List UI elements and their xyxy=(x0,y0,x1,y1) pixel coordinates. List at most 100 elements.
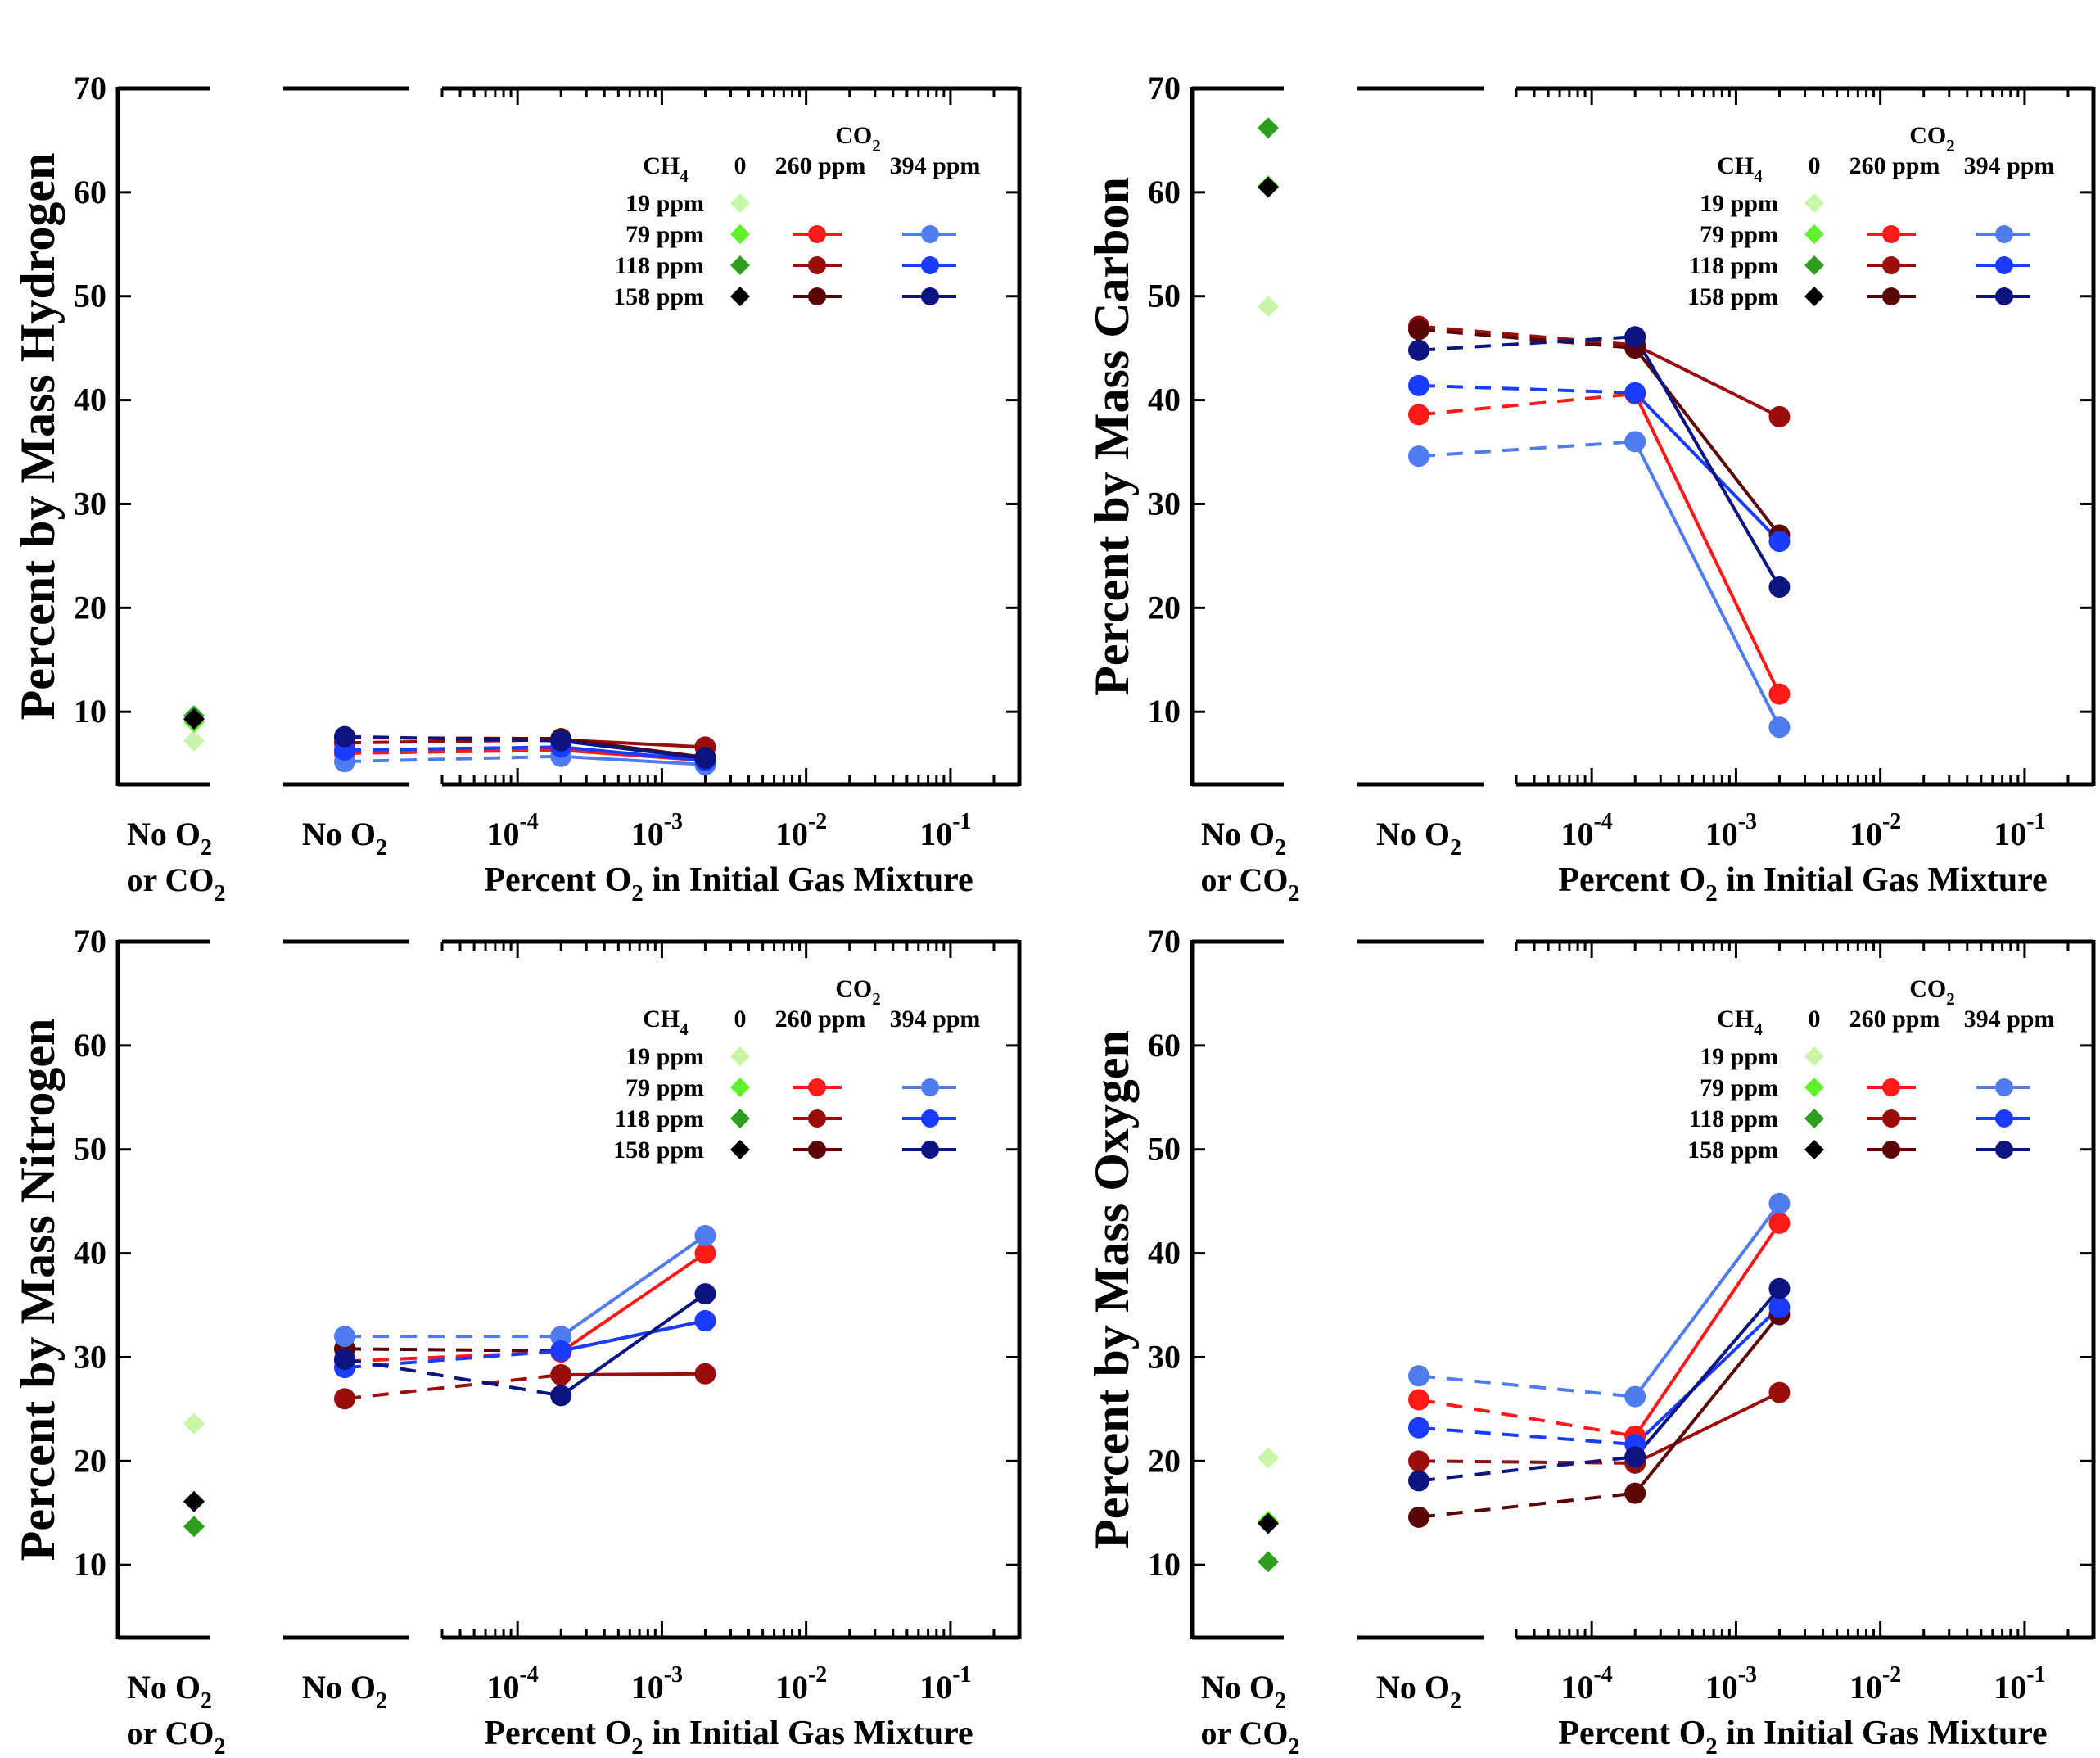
data-marks xyxy=(1258,1192,1791,1573)
category-label-no-o2: No O2 xyxy=(1376,816,1461,861)
data-point xyxy=(1768,405,1791,427)
data-point xyxy=(550,1326,572,1348)
legend-sub: 2 xyxy=(1946,136,1955,156)
series-dashed-line xyxy=(344,745,562,752)
x-tick-exp: -2 xyxy=(1882,809,1901,834)
legend-ch4-header: CH4 xyxy=(643,152,689,186)
legend-diamond-19 xyxy=(730,193,750,213)
series-dashed-line xyxy=(344,734,562,743)
category-sub: 2 xyxy=(201,1688,212,1714)
data-point xyxy=(1768,1296,1791,1318)
category-label-no-o2-or-co2-line1: No O2 xyxy=(127,816,212,861)
series-solid-line xyxy=(560,1319,706,1353)
y-axis-title: Percent by Mass Nitrogen xyxy=(11,1019,65,1561)
x-tick-label: 10-4 xyxy=(486,809,538,852)
series-dashed-line xyxy=(1418,1426,1636,1447)
legend-row-label: 158 ppm xyxy=(1687,1137,1778,1164)
x-tick-exp: -1 xyxy=(952,1662,971,1688)
legend-marker-260-158 xyxy=(1882,1141,1900,1159)
series-dashed-line xyxy=(1418,324,1636,347)
series-solid-line xyxy=(1633,336,1782,588)
legend-col-394: 394 ppm xyxy=(890,152,981,179)
x-tick-exp: -3 xyxy=(664,1662,683,1688)
legend-row-label: 19 ppm xyxy=(1700,1043,1778,1070)
series-dashed-line xyxy=(344,1347,562,1353)
x-axis-title: Percent O2 in Initial Gas Mixture xyxy=(1558,1715,2047,1758)
legend-text: CO xyxy=(835,122,872,149)
category-text: or CO xyxy=(126,1715,214,1751)
legend-marker-394-118 xyxy=(1995,256,2013,274)
legend-col-260: 260 ppm xyxy=(1849,1006,1940,1033)
legend-diamond-19 xyxy=(1804,1046,1824,1066)
category-sub: 2 xyxy=(1450,1688,1461,1714)
y-tick-label: 70 xyxy=(74,923,106,960)
data-point xyxy=(550,730,572,752)
legend-marker-260-118 xyxy=(808,256,826,274)
series-solid-line xyxy=(560,739,706,761)
data-diamond-ch4-158 xyxy=(1258,176,1279,198)
x-tick-exp: -1 xyxy=(2026,809,2045,834)
category-label-no-o2: No O2 xyxy=(302,816,387,861)
data-point xyxy=(1768,683,1791,705)
legend-row-label: 19 ppm xyxy=(625,190,704,217)
y-tick-label: 20 xyxy=(74,1442,106,1479)
data-point-no-o2 xyxy=(334,1326,355,1348)
x-tick-base: 10 xyxy=(1705,816,1738,852)
x-tick-label: 10-2 xyxy=(1849,1662,1901,1706)
x-axis-title: Percent O2 in Initial Gas Mixture xyxy=(484,1715,973,1758)
legend-diamond-158 xyxy=(1804,1140,1824,1159)
category-sub: 2 xyxy=(1450,835,1461,861)
x-label-text: Percent O xyxy=(1558,1715,1705,1752)
category-text: No O xyxy=(1376,816,1450,852)
category-label-no-o2-or-co2-line2: or CO2 xyxy=(126,861,225,906)
category-text: No O xyxy=(302,816,376,852)
legend-co2-header: CO2 xyxy=(835,975,881,1009)
x-tick-exp: -3 xyxy=(1738,809,1757,834)
series-solid-line xyxy=(561,745,706,762)
legend-diamond-79 xyxy=(730,1078,750,1097)
category-sub: 2 xyxy=(1289,1734,1300,1758)
category-sub: 2 xyxy=(376,835,387,861)
x-tick-label: 10-2 xyxy=(775,809,827,852)
data-point xyxy=(1624,1482,1646,1504)
x-label-sub: 2 xyxy=(1705,880,1718,906)
data-diamond-ch4-19 xyxy=(1258,296,1279,318)
x-axis-title: Percent O2 in Initial Gas Mixture xyxy=(484,861,973,906)
series-dashed-line xyxy=(1418,440,1636,459)
x-tick-base: 10 xyxy=(1849,816,1882,852)
x-tick-label: 10-1 xyxy=(1994,809,2045,852)
data-point-no-o2 xyxy=(1408,319,1429,341)
data-point xyxy=(1768,1277,1791,1299)
y-tick-label: 40 xyxy=(74,382,106,418)
x-tick-label: 10-2 xyxy=(1849,809,1901,852)
y-tick-label: 10 xyxy=(74,693,106,730)
legend-marker-394-158 xyxy=(1995,1141,2013,1159)
data-point xyxy=(1624,1446,1646,1468)
x-tick-label: 10-4 xyxy=(486,1662,538,1706)
y-tick-label: 70 xyxy=(1148,923,1181,960)
x-tick-base: 10 xyxy=(1994,816,2026,852)
x-label-text: in Initial Gas Mixture xyxy=(644,861,973,899)
legend-col-394: 394 ppm xyxy=(1964,152,2055,179)
data-diamond-ch4-19 xyxy=(1258,1447,1279,1469)
category-sub: 2 xyxy=(1289,881,1300,906)
legend-text: CH xyxy=(1717,152,1754,179)
y-tick-label: 50 xyxy=(74,1131,106,1168)
category-text: No O xyxy=(127,1669,201,1706)
legend-col-394: 394 ppm xyxy=(890,1006,981,1033)
y-axis-title: Percent by Mass Oxygen xyxy=(1085,1030,1139,1549)
y-tick-label: 40 xyxy=(1148,382,1181,418)
category-sub: 2 xyxy=(201,835,212,861)
legend-diamond-158 xyxy=(730,1140,750,1159)
x-tick-base: 10 xyxy=(486,816,519,852)
data-diamond-ch4-19 xyxy=(183,1412,205,1435)
category-label-no-o2-or-co2-line2: or CO2 xyxy=(1200,1715,1299,1758)
legend-text: CO xyxy=(835,975,872,1002)
legend-col-0: 0 xyxy=(734,152,747,179)
data-point xyxy=(1768,716,1791,739)
x-tick-exp: -2 xyxy=(808,809,827,834)
y-tick-label: 30 xyxy=(74,1338,106,1375)
legend-row-label: 158 ppm xyxy=(613,283,704,310)
y-tick-label: 60 xyxy=(1148,174,1181,210)
